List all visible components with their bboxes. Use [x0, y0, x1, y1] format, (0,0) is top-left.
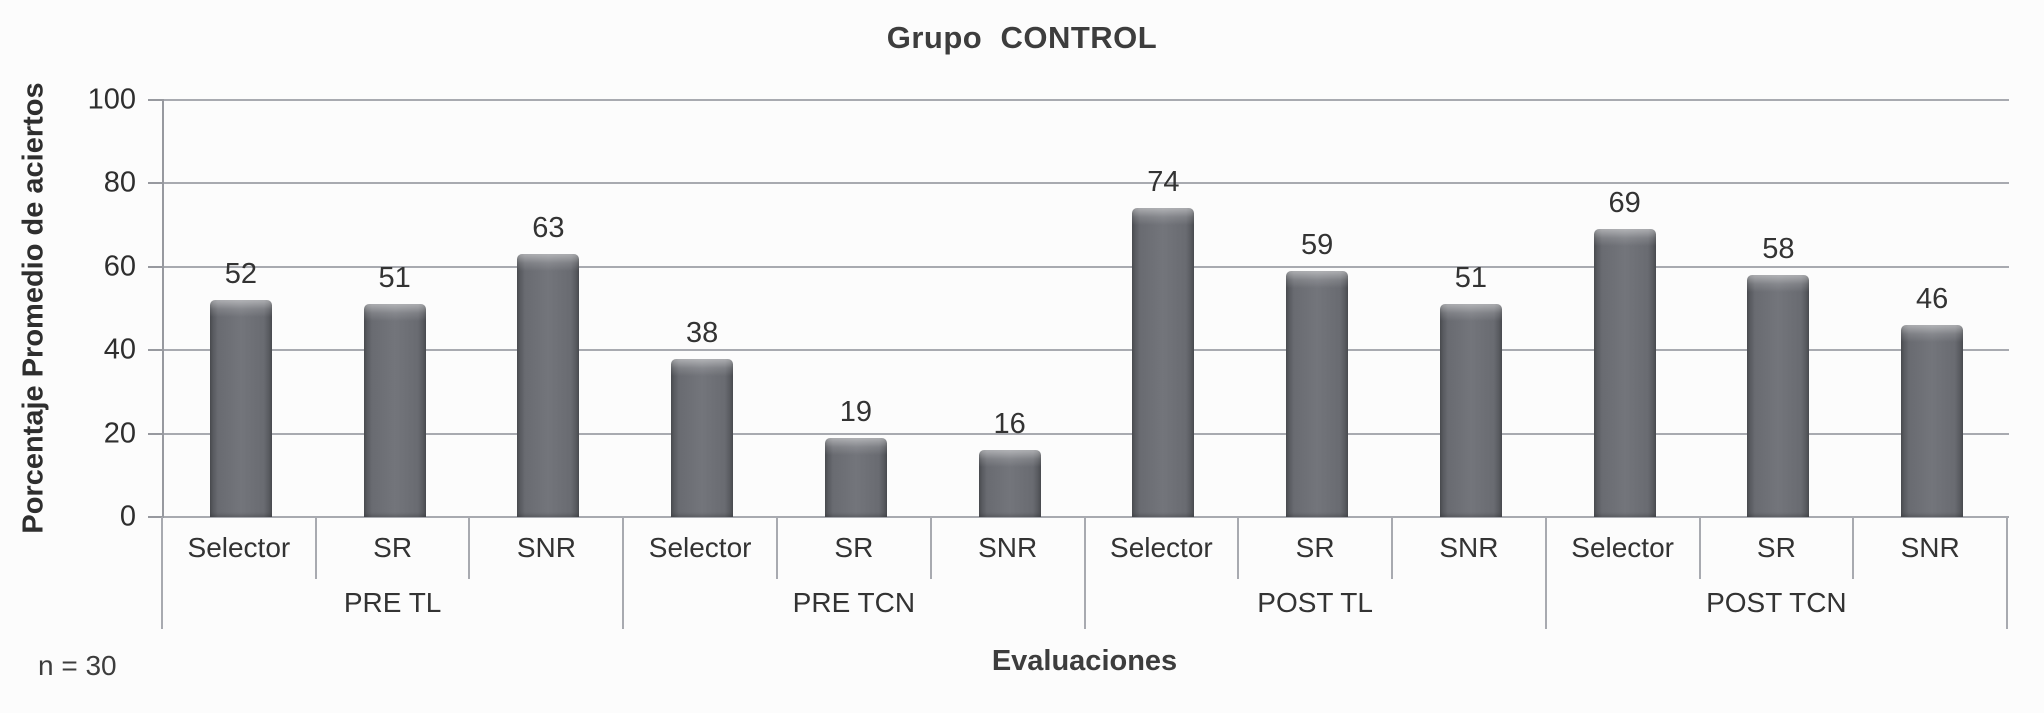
- chart-title: Grupo CONTROL: [886, 20, 1158, 55]
- group-label: POST TCN: [1706, 587, 1847, 618]
- category-label: Selector: [648, 532, 752, 563]
- group-label: POST TL: [1257, 587, 1373, 618]
- y-tick-mark: [148, 265, 164, 268]
- sample-size-note: n = 30: [38, 650, 117, 681]
- category-label: SR: [373, 532, 413, 563]
- bar-post-tcn-sr: 58: [1747, 233, 1810, 517]
- y-tick-mark: [148, 182, 164, 185]
- group-boundary-line: [1083, 517, 1086, 629]
- bar-value-label: 69: [1608, 187, 1641, 220]
- bar-pre-tcn-sr: 19: [824, 396, 887, 517]
- bar-value-label: 46: [1915, 283, 1949, 316]
- y-tick-mark: [148, 349, 164, 352]
- category-label: SR: [1756, 532, 1796, 563]
- category-label: Selector: [187, 532, 291, 563]
- category-label: SR: [834, 532, 874, 563]
- category-boundary-line: [1237, 517, 1240, 579]
- gridline: [164, 265, 2009, 268]
- bar-post-tcn-snr: 46: [1901, 283, 1964, 517]
- y-tick-label: 80: [103, 166, 136, 199]
- group-boundary-line: [622, 517, 625, 629]
- bar-value-label: 38: [685, 316, 719, 349]
- x-axis-title: Evaluaciones: [991, 645, 1178, 677]
- category-row: Selector SR SNR Selector SR SNR Selector SR SNR S…: [162, 517, 2007, 579]
- bar-value-label: 74: [1147, 166, 1180, 199]
- bar-pre-tl-selector: 52: [209, 258, 272, 517]
- category-boundary-line: [1390, 517, 1393, 579]
- bar-pre-tl-sr: 51: [363, 262, 426, 517]
- bar-pre-tcn-selector: 38: [671, 317, 734, 517]
- category-boundary-line: [468, 517, 471, 579]
- group-label: PRE TCN: [792, 587, 916, 618]
- category-boundary-line: [1852, 517, 1855, 579]
- gridline: [164, 99, 2009, 101]
- bar-value-label: 51: [378, 262, 411, 295]
- bar-post-tcn-selector: 69: [1593, 187, 1656, 517]
- bar-value-label: 16: [993, 408, 1026, 441]
- bar-value-label: 63: [532, 212, 565, 245]
- y-tick-label: 60: [103, 250, 136, 283]
- plot-area: 100 80 60 40 20 0 52 51 63 38 19 16 74 59 51 69 58 46: [88, 84, 2009, 533]
- category-label: Selector: [1110, 532, 1213, 563]
- bar-value-label: 19: [839, 395, 873, 428]
- gridline: [164, 182, 2009, 185]
- y-tick-mark: [148, 99, 164, 101]
- bar-value-label: 59: [1300, 228, 1334, 261]
- bar-pre-tl-snr: 63: [517, 212, 580, 517]
- y-tick-mark: [148, 432, 164, 435]
- gridline: [164, 349, 2009, 352]
- bar-value-label: 58: [1762, 233, 1795, 266]
- category-label: SNR: [516, 532, 576, 563]
- group-boundary-line: [1544, 517, 1547, 629]
- bar-post-tl-sr: 59: [1286, 229, 1349, 517]
- y-tick-label: 0: [119, 500, 136, 533]
- category-boundary-line: [1698, 517, 1701, 579]
- bar-post-tl-snr: 51: [1439, 262, 1502, 517]
- bar-post-tl-selector: 74: [1132, 166, 1195, 517]
- gridline: [164, 432, 2009, 435]
- category-label: SNR: [1900, 532, 1960, 563]
- category-boundary-line: [314, 517, 317, 579]
- y-tick-label: 100: [87, 83, 136, 116]
- group-boundary-line: [161, 517, 163, 629]
- bar-value-label: 52: [224, 258, 257, 291]
- category-label: SNR: [1439, 532, 1499, 563]
- y-tick-mark: [148, 516, 164, 518]
- x-axis: Selector SR SNR Selector SR SNR Selector SR SNR S…: [161, 517, 2008, 629]
- bar-pre-tcn-snr: 16: [978, 408, 1041, 517]
- group-label: PRE TL: [343, 587, 442, 618]
- category-label: SR: [1295, 532, 1335, 563]
- category-boundary-line: [775, 517, 778, 579]
- group-boundary-line: [2006, 517, 2008, 629]
- category-boundary-line: [929, 517, 932, 579]
- category-label: SNR: [978, 532, 1038, 563]
- group-row: PRE TL PRE TCN POST TL POST TCN: [162, 579, 2007, 629]
- y-tick-label: 20: [103, 417, 136, 450]
- bar-value-label: 51: [1454, 262, 1488, 295]
- gridline: [164, 516, 2009, 518]
- y-axis-title: Porcentaje Promedio de aciertos: [17, 82, 50, 534]
- y-tick-label: 40: [103, 333, 136, 366]
- category-label: Selector: [1571, 532, 1674, 563]
